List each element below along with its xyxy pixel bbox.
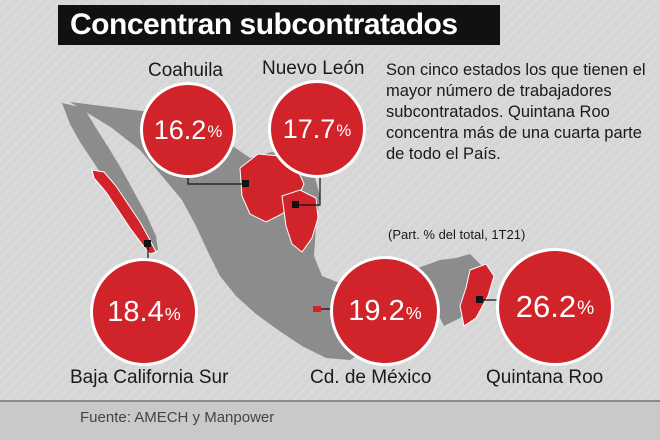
percent-sign: % [336, 121, 352, 141]
bubble-nuevo-leon: 17.7% [268, 80, 366, 178]
bubble-quintana-roo: 26.2% [496, 248, 614, 366]
percent-sign: % [207, 122, 223, 142]
units-note: (Part. % del total, 1T21) [388, 227, 526, 242]
label-baja-california-sur: Baja California Sur [70, 367, 229, 388]
label-quintana-roo: Quintana Roo [486, 367, 604, 388]
label-cd-de-mexico: Cd. de México [310, 367, 432, 388]
value-quintana-roo: 26.2 [515, 289, 577, 324]
bubble-baja-california-sur: 18.4% [90, 258, 198, 366]
bubble-cd-de-mexico: 19.2% [330, 256, 440, 366]
percent-sign: % [405, 302, 422, 323]
bubble-coahuila: 16.2% [140, 82, 236, 178]
bcs-shape [91, 169, 157, 255]
value-baja-california-sur: 18.4 [107, 295, 164, 328]
value-cd-de-mexico: 19.2 [348, 294, 405, 327]
percent-sign: % [164, 303, 181, 324]
label-coahuila: Coahuila [148, 60, 223, 81]
value-nuevo-leon: 17.7 [282, 113, 336, 144]
percent-sign: % [577, 298, 595, 320]
value-coahuila: 16.2 [153, 114, 207, 145]
quintana-roo-shape [459, 263, 495, 327]
label-nuevo-leon: Nuevo León [262, 58, 365, 79]
cdmx-shape [313, 306, 321, 312]
description-text: Son cinco estados los que tienen el mayo… [386, 61, 646, 163]
source-bar [0, 400, 660, 440]
chart-title: Concentran subcontratados [58, 5, 500, 45]
source-text: Fuente: AMECH y Manpower [80, 409, 275, 426]
